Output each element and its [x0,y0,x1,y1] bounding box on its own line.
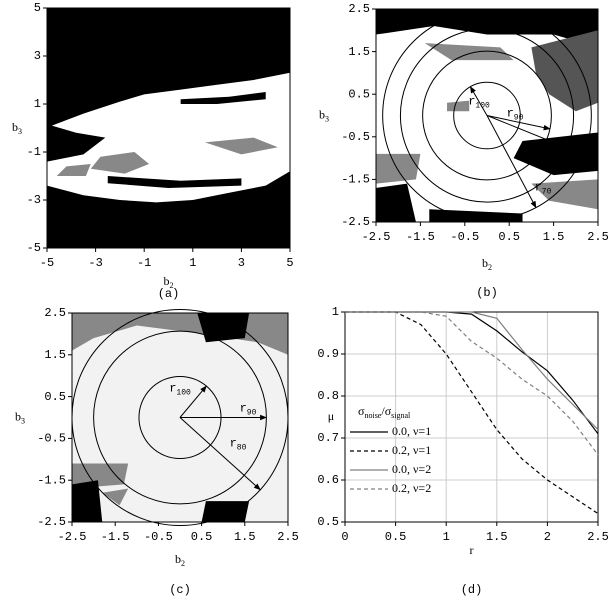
x-axis-label-sub: 2 [181,559,185,568]
x-tick-label: 2.5 [587,530,609,544]
legend-label: 0.0, ν=2 [392,462,431,476]
y-tick-label: -5 [27,241,41,255]
y-tick-label: -1.5 [341,173,370,187]
x-tick-label: -3 [88,256,102,270]
x-tick-label: 1.5 [234,530,256,544]
y-tick-label: 1 [34,97,41,111]
radius-label-base: r [240,402,247,416]
y-tick-label: -0.5 [37,432,66,446]
x-tick-label: 0 [341,530,348,544]
image-region [202,501,250,522]
y-tick-label: 1 [332,305,339,319]
x-tick-label: 1.5 [486,530,508,544]
x-tick-label: -2.5 [58,530,87,544]
y-tick-label: -1 [27,145,41,159]
image-region [197,313,249,342]
x-tick-label: 0.5 [385,530,407,544]
x-tick-label: 0.5 [498,230,520,244]
x-tick-label: 1.5 [543,230,565,244]
x-axis-label: b2 [482,256,492,272]
radius-label-sub: 80 [237,444,247,453]
legend-title-base: /σ [381,404,391,418]
y-tick-label: 0.5 [317,515,339,529]
x-tick-label: -1.5 [406,230,435,244]
y-tick-label: 0.6 [317,473,339,487]
y-tick-label: 0.7 [317,431,339,445]
legend-title: σnoise/σsignal [358,404,411,420]
y-tick-label: 2.5 [44,306,66,320]
radius-label-base: r [169,382,176,396]
radius-label-base: r [468,95,475,109]
radius-label-base: r [230,437,237,451]
y-axis-label: b3 [12,120,22,136]
radius-label-base: r [507,107,514,121]
y-tick-label: 3 [34,49,41,63]
x-tick-label: -1 [137,256,151,270]
y-tick-label: -2.5 [341,215,370,229]
radius-label-sub: 70 [542,188,552,197]
radius-label-sub: 90 [247,409,257,418]
radius-label-base: r [519,143,526,157]
y-tick-label: 2.5 [348,2,370,16]
y-axis-label: b3 [319,107,329,123]
x-axis-label-sub: 2 [488,263,492,272]
x-tick-label: -0.5 [144,530,173,544]
x-axis-label: b2 [175,552,185,568]
radius-label-base: r [535,181,542,195]
y-tick-label: -3 [27,193,41,207]
y-axis-label: b3 [15,409,25,425]
x-tick-label: 2.5 [587,230,609,244]
y-tick-label: -0.5 [341,130,370,144]
legend-title-sub: signal [391,411,411,420]
y-axis-label-sub: 3 [325,114,329,123]
legend-label: 0.2, ν=2 [392,481,431,495]
radius-label-sub: 100 [176,389,191,398]
y-tick-label: 0.5 [348,87,370,101]
y-tick-label: 0.8 [317,389,339,403]
x-tick-label: 2.5 [277,530,299,544]
x-tick-label: 5 [286,256,293,270]
figure: -5-3-1135-5-3-1135b2b3(a)r100r90r80r70-2… [0,0,613,603]
legend-title-sub: noise [364,411,381,420]
legend-label: 0.0, ν=1 [392,424,431,438]
image-region [72,480,102,522]
x-tick-label: 1 [443,530,450,544]
y-axis-label-sub: 3 [18,127,22,136]
y-tick-label: 5 [34,1,41,15]
legend-label: 0.2, ν=1 [392,443,431,457]
x-axis-label: r [470,543,474,557]
panel-label: (a) [158,287,180,301]
panel-label: (b) [476,286,498,300]
y-tick-label: -1.5 [37,473,66,487]
y-tick-label: -2.5 [37,515,66,529]
y-tick-label: 1.5 [348,45,370,59]
panel-label: (c) [169,583,191,597]
x-tick-label: 1 [189,256,196,270]
y-axis-label: μ [328,409,334,423]
x-tick-label: 0.5 [191,530,213,544]
panel-label: (d) [461,583,483,597]
y-tick-label: 0.5 [44,390,66,404]
radius-label-sub: 100 [475,102,490,111]
radius-label-sub: 80 [526,150,536,159]
x-tick-label: 3 [238,256,245,270]
line-series [345,312,598,455]
radius-label-sub: 90 [514,114,524,123]
image-region [376,154,420,184]
x-tick-label: -2.5 [362,230,391,244]
x-tick-label: -1.5 [101,530,130,544]
x-tick-label: 2 [544,530,551,544]
y-axis-label-sub: 3 [21,416,25,425]
x-tick-label: -5 [40,256,54,270]
x-tick-label: -0.5 [450,230,479,244]
y-tick-label: 1.5 [44,348,66,362]
y-tick-label: 0.9 [317,347,339,361]
